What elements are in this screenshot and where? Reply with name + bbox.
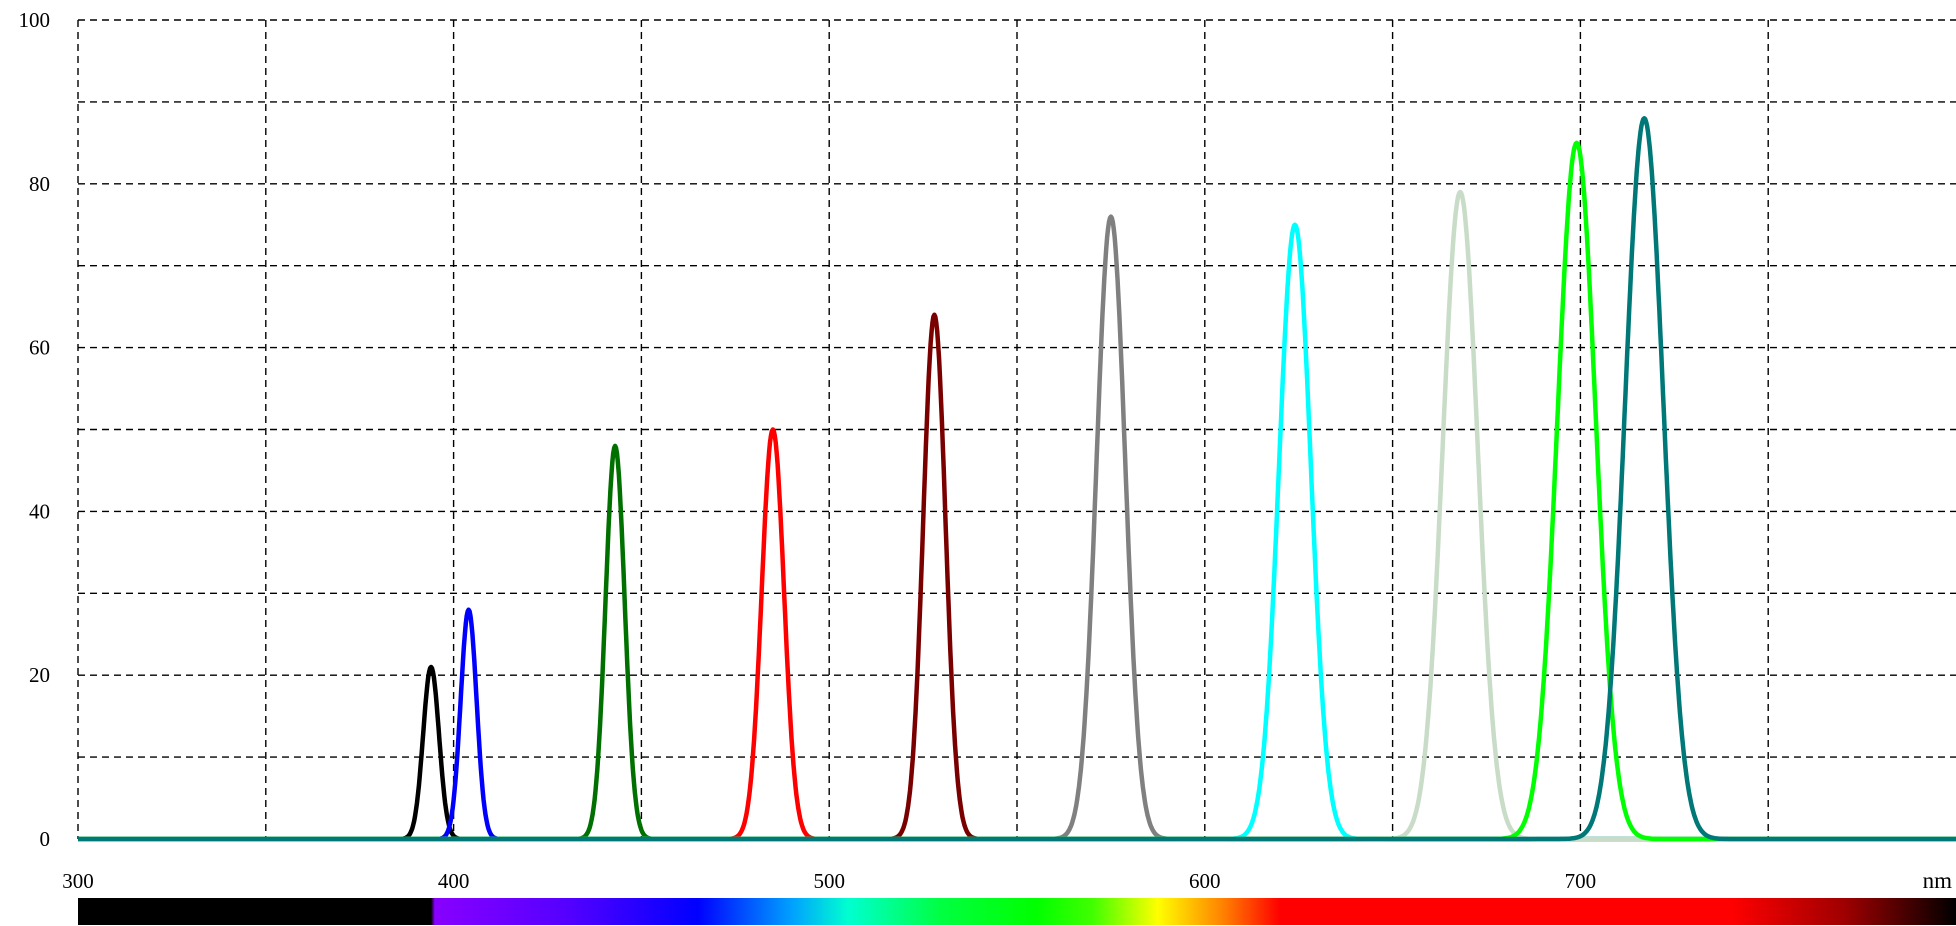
series-line-10 xyxy=(76,116,1956,842)
x-tick-label: 600 xyxy=(1189,869,1221,893)
x-tick-label: 400 xyxy=(438,869,470,893)
x-axis-unit-label: nm xyxy=(1923,868,1953,893)
tick-labels: 0 20 40 60 80 100 300 400 500 600 700 xyxy=(19,8,1597,893)
y-tick-label: 100 xyxy=(19,8,51,32)
grid-lines xyxy=(78,19,1956,839)
x-tick-label: 500 xyxy=(813,869,845,893)
y-tick-label: 0 xyxy=(40,827,51,851)
series-group xyxy=(76,116,1956,842)
y-tick-label: 20 xyxy=(29,663,50,687)
y-tick-label: 40 xyxy=(29,499,50,523)
y-tick-label: 60 xyxy=(29,336,50,360)
spectrum-color-bar xyxy=(78,898,1956,925)
x-tick-label: 700 xyxy=(1565,869,1597,893)
x-tick-label: 300 xyxy=(62,869,94,893)
y-tick-label: 80 xyxy=(29,172,50,196)
